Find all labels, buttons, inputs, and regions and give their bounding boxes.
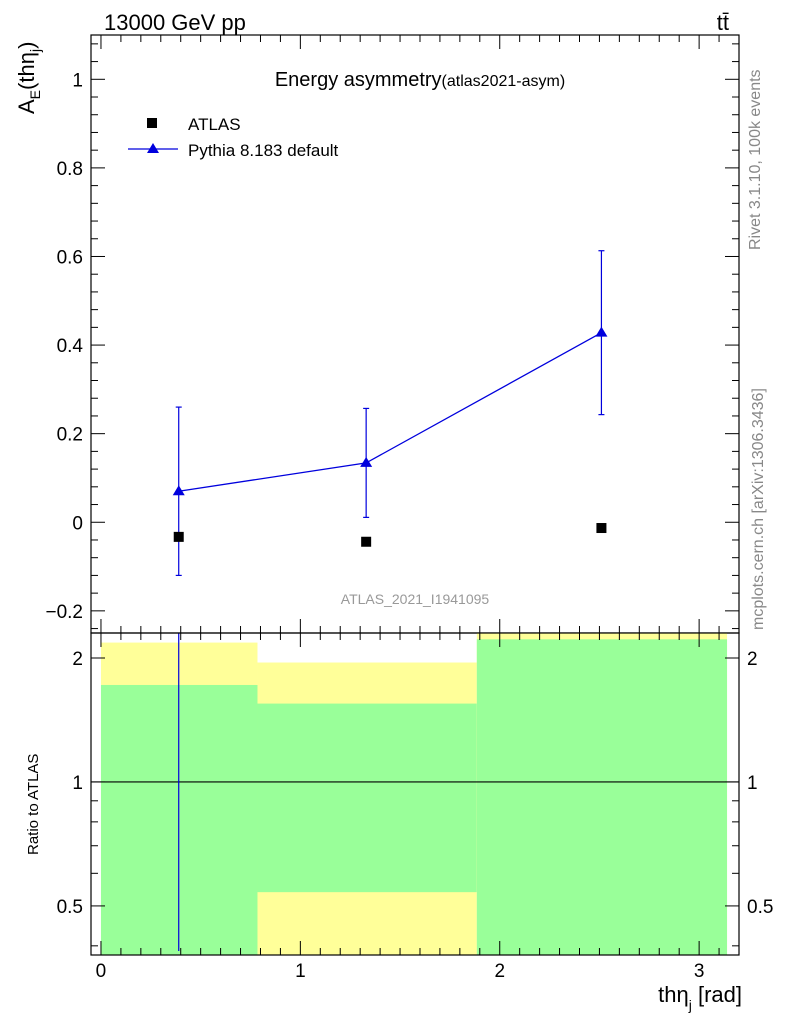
pythia-line [178,332,602,492]
main-panel: −0.2 0 0.2 0.4 0.6 0.8 1 Energy asymmetry(atla… [14,34,740,634]
eta-glyph-y: η [14,52,39,64]
energy-label: 13000 GeV pp [104,10,246,35]
x-tick-label: 1 [295,961,306,982]
ratio-frame [90,632,740,956]
main-title: Energy asymmetry(atlas2021-asym) [275,69,565,91]
ratio-y-tick-label-right: 2 [747,649,758,670]
legend-pythia-marker [147,143,159,153]
main-y-tick-label: −0.2 [45,602,83,623]
pythia-point [172,485,185,496]
analysis-tag: ATLAS_2021_I1941095 [341,591,490,607]
atlas-point [173,531,184,542]
ratio-y-label: Ratio to ATLAS [25,754,42,855]
x-axis-label: thηj [rad] [658,982,742,1013]
eta-glyph-x: η [676,982,688,1007]
main-y-tick-label: 0.4 [57,336,84,357]
ratio-y-tick-label-right: 1 [747,773,758,794]
pythia-point [595,326,608,337]
ratio-uncertainty-band-inner [476,639,728,955]
main-ticks: −0.2 0 0.2 0.4 0.6 0.8 1 [45,35,739,633]
ratio-y-tick-label-right: 0.5 [747,897,773,918]
x-tick-label: 2 [494,961,505,982]
legend: ATLAS Pythia 8.183 default [128,115,339,160]
ratio-y-tick-label: 2 [72,649,83,670]
main-marks [172,250,608,577]
process-label: tt̄ [717,10,729,35]
atlas-point [361,536,372,547]
main-y-tick-label: 0.8 [57,159,83,180]
x-tick-label: 0 [96,961,107,982]
ratio-panel: 0.5 0.5 1 1 2 2 0 1 2 3 Ratio to ATLAS thηj [rad] [25,632,773,1013]
y-axis-label: AE(thηj) [14,42,43,114]
ratio-y-tick-label: 1 [72,773,83,794]
main-y-tick-label: 0.6 [57,247,83,268]
legend-atlas-label: ATLAS [188,115,241,134]
mcplots-label: mcplots.cern.ch [arXiv:1306.3436] [750,388,767,630]
legend-atlas-marker [147,118,157,128]
ratio-marks [91,633,739,955]
ratio-y-tick-label: 0.5 [57,897,83,918]
main-y-tick-label: 1 [72,70,83,91]
legend-pythia-label: Pythia 8.183 default [188,141,339,160]
pythia-point [360,456,373,467]
x-tick-label: 3 [694,961,705,982]
rivet-label: Rivet 3.1.10, 100k events [747,69,764,250]
main-y-tick-label: 0.2 [57,425,83,446]
main-y-tick-label: 0 [72,513,83,534]
ratio-ticks: 0.5 0.5 1 1 2 2 0 1 2 3 [57,633,773,982]
atlas-point [596,523,607,534]
ratio-uncertainty-band-inner [257,703,477,893]
